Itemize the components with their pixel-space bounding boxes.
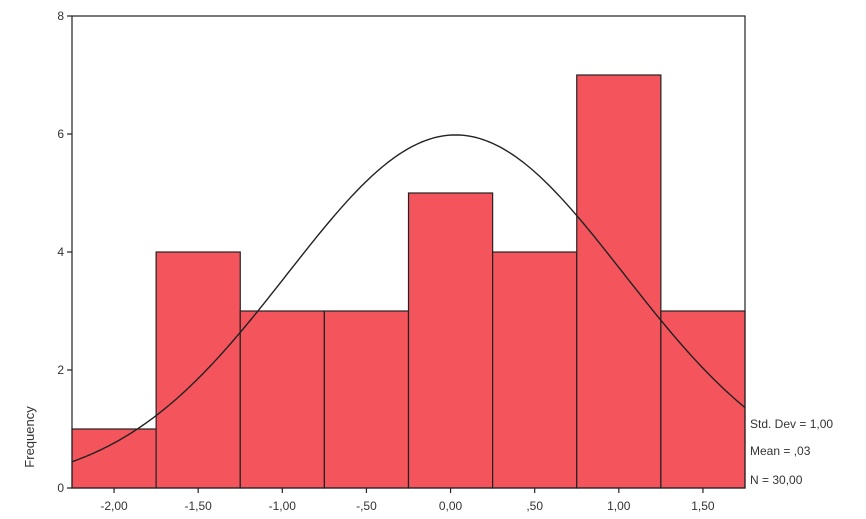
normal-curve (71, 134, 746, 463)
y-axis-label: Frequency (22, 406, 37, 468)
x-tick-label-4: 0,00 (439, 499, 463, 513)
x-tick-label-2: -1,00 (269, 499, 297, 513)
y-tick-label-0: 0 (57, 481, 64, 495)
stat-n: N = 30,00 (750, 473, 803, 487)
y-tick-label-4: 8 (57, 9, 64, 23)
histogram-bar-1 (155, 251, 241, 489)
y-tick-label-1: 2 (57, 363, 64, 377)
x-tick-label-7: 1,50 (691, 499, 715, 513)
x-tick-label-6: 1,00 (607, 499, 631, 513)
stat-std-dev: Std. Dev = 1,00 (750, 417, 833, 431)
histogram-bar-4 (407, 192, 494, 489)
x-axis-ticks: -2,00 -1,50 -1,00 -,50 0,00 ,50 1,00 1,50 (100, 488, 715, 513)
histogram-bar-2 (239, 310, 325, 489)
histogram-bar-7 (660, 310, 746, 489)
histogram-bar-5 (492, 251, 578, 489)
x-tick-label-3: -,50 (356, 499, 377, 513)
y-axis-ticks: 0 2 4 6 8 (57, 9, 72, 495)
histogram-bar-0 (71, 428, 157, 489)
x-tick-label-1: -1,50 (185, 499, 213, 513)
x-tick-label-5: ,50 (526, 499, 543, 513)
bars-layer (71, 74, 746, 489)
histogram-bar-6 (576, 74, 662, 489)
histogram-bar-3 (323, 310, 410, 489)
y-tick-label-3: 6 (57, 127, 64, 141)
stat-mean: Mean = ,03 (750, 444, 811, 458)
x-tick-label-0: -2,00 (100, 499, 128, 513)
y-tick-label-2: 4 (57, 245, 64, 259)
